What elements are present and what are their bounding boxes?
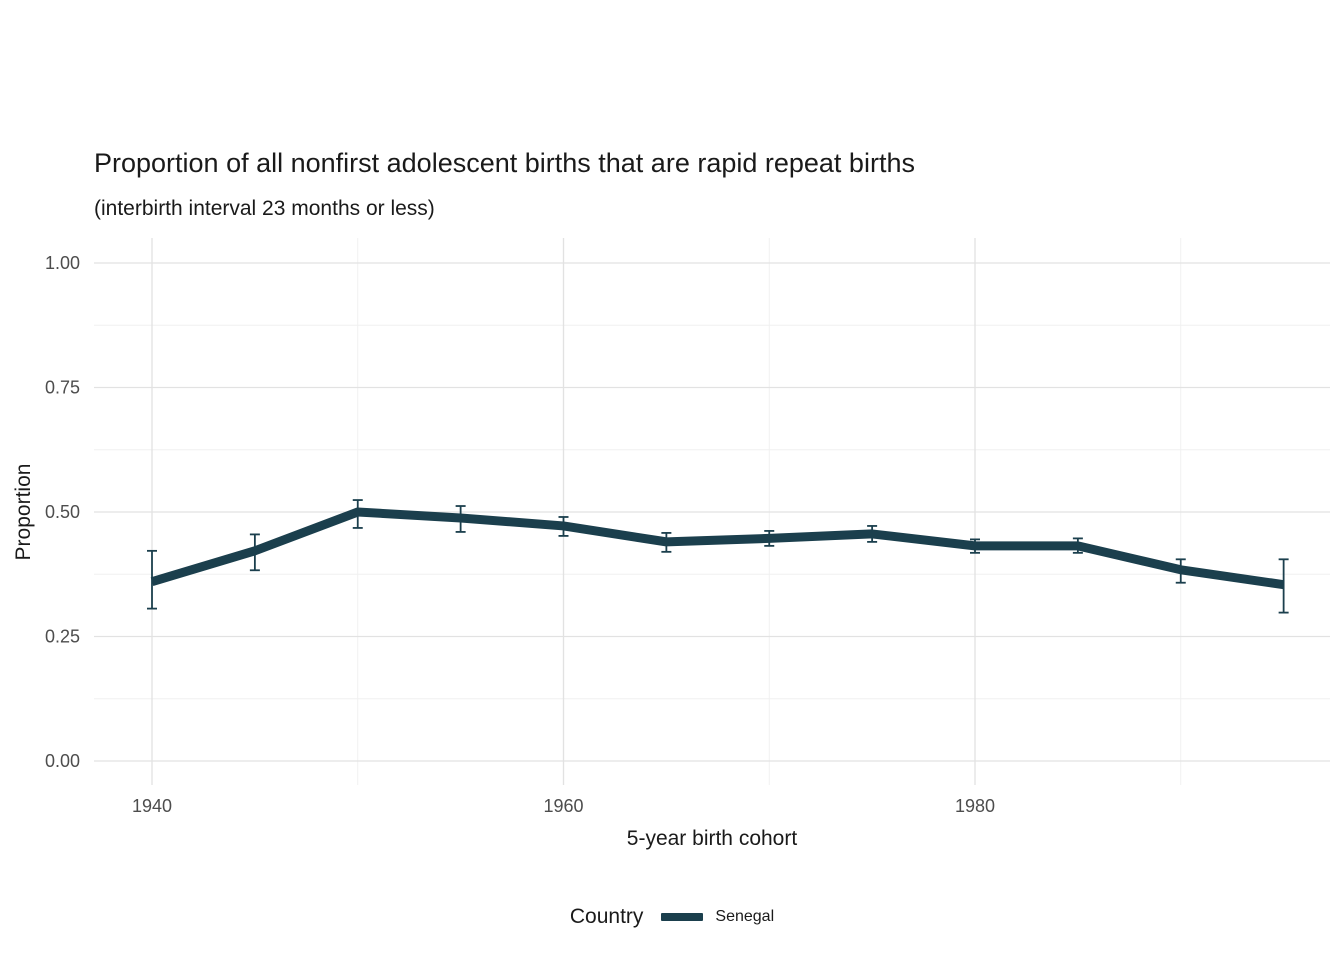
y-tick-label: 0.50 — [45, 502, 80, 522]
legend-item-senegal: Senegal — [661, 908, 774, 926]
legend: Country Senegal — [0, 905, 1344, 929]
chart-title: Proportion of all nonfirst adolescent bi… — [94, 148, 915, 178]
x-tick-label: 1980 — [955, 796, 995, 816]
x-axis-title: 5-year birth cohort — [626, 827, 798, 850]
y-tick-label: 0.25 — [45, 627, 80, 647]
x-tick-label: 1940 — [132, 796, 172, 816]
legend-line-swatch — [661, 913, 704, 921]
x-tick-label: 1960 — [543, 796, 583, 816]
legend-item-label: Senegal — [715, 908, 775, 925]
y-tick-label: 0.75 — [45, 378, 80, 398]
y-tick-label: 0.00 — [45, 751, 80, 771]
legend-title: Country — [569, 905, 644, 928]
y-axis-title: Proportion — [12, 463, 35, 561]
chart-subtitle: (interbirth interval 23 months or less) — [94, 197, 435, 220]
series-line-senegal — [150, 507, 1285, 590]
y-tick-label: 1.00 — [45, 253, 80, 273]
